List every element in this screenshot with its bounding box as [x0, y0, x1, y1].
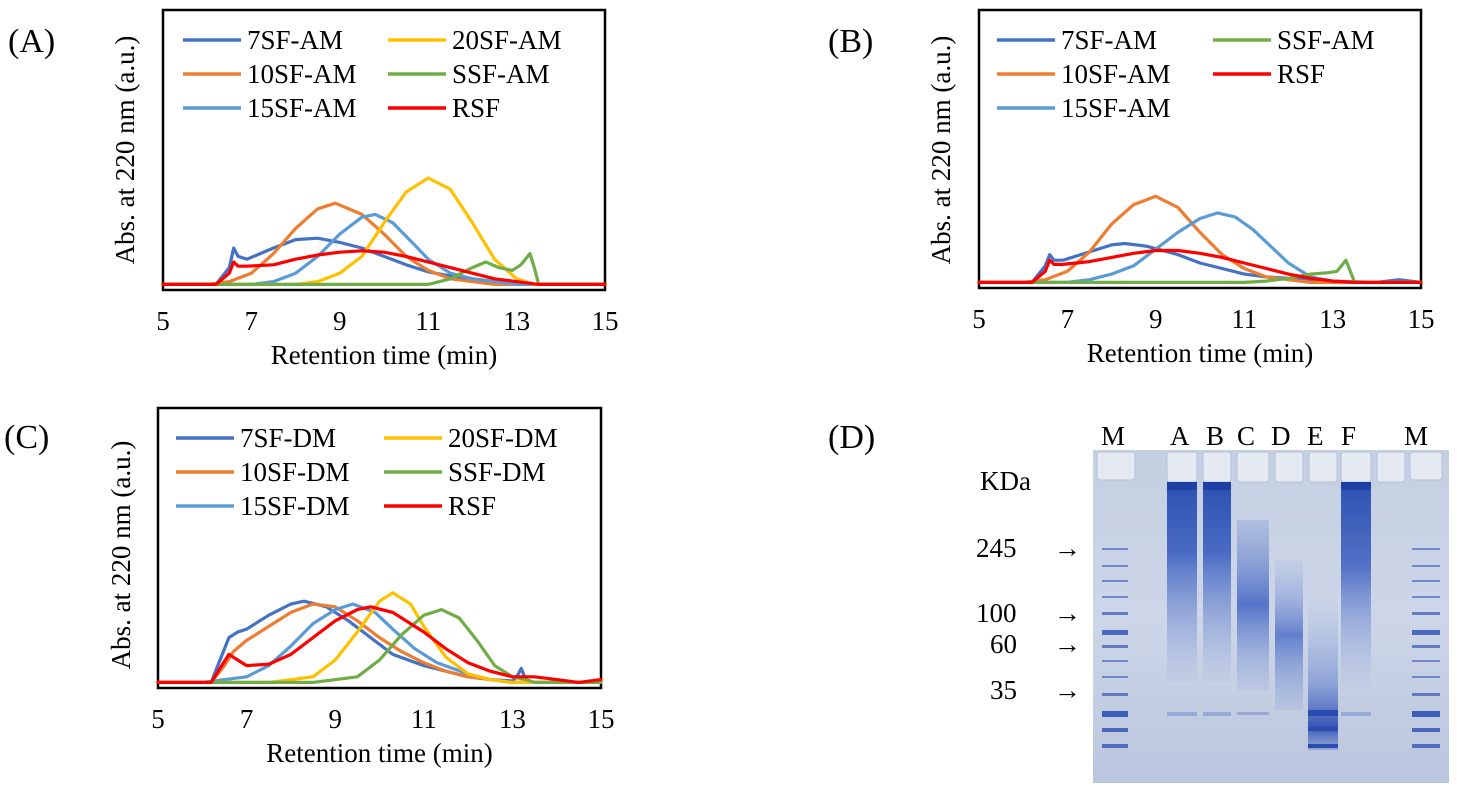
panel-label-a: (A) [8, 23, 55, 60]
marker-size-35: 35 [990, 675, 1017, 705]
y-axis-label: Abs. at 220 nm (a.u.) [106, 441, 136, 670]
legend-entry: RSF [448, 491, 496, 521]
legend-entry: 7SF-AM [247, 25, 343, 55]
x-axis-label: Retention time (min) [271, 340, 497, 370]
marker-lane-right [1412, 548, 1440, 748]
marker-arrow-35: → [1054, 675, 1081, 705]
series-line-rsf [156, 605, 603, 684]
marker-arrow-245: → [1054, 533, 1081, 563]
y-axis-label: Abs. at 220 nm (a.u.) [926, 36, 956, 265]
legend-entry: 15SF-AM [247, 93, 357, 123]
lane-label-c: C [1237, 421, 1255, 451]
x-tick-label: 5 [972, 304, 986, 334]
plot-frame [161, 8, 607, 292]
legend-entry: 15SF-DM [240, 491, 350, 521]
series-line-rsf [977, 248, 1423, 284]
x-tick-label: 13 [1319, 304, 1346, 334]
legend-entry: 15SF-AM [1061, 93, 1171, 123]
x-tick-label: 11 [411, 704, 437, 734]
sample-lane-e [1308, 600, 1338, 750]
legend-entry: SSF-DM [448, 457, 546, 487]
legend-entry: 7SF-DM [240, 423, 336, 453]
chromatogram-chart-a: 5 7 9 11 13 15 Retention time (min) Abs. at 220… [110, 8, 619, 370]
sample-lane-b-top [1203, 482, 1231, 490]
legend-entry: 10SF-AM [1061, 59, 1171, 89]
marker-arrow-100: → [1054, 598, 1081, 628]
panel-label-d: (D) [828, 419, 875, 456]
x-tick-label: 9 [328, 704, 342, 734]
x-tick-label: 7 [245, 306, 259, 336]
panel-label-b: (B) [828, 23, 873, 60]
chromatogram-chart-b: 5 7 9 11 13 15 Retention time (min) Abs. at 220… [926, 8, 1435, 368]
y-axis-label: Abs. at 220 nm (a.u.) [110, 36, 140, 265]
lane-label-f: F [1341, 421, 1356, 451]
series-line-10sf-am [977, 194, 1423, 284]
lane-label-d: D [1271, 421, 1291, 451]
gel-wells [1096, 451, 1443, 483]
marker-lane-left [1102, 548, 1128, 748]
lane-label-m-left: M [1101, 421, 1125, 451]
x-tick-label: 15 [588, 704, 615, 734]
legend-entry: SSF-AM [1277, 25, 1375, 55]
legend-entry: 7SF-AM [1061, 25, 1157, 55]
sample-lane-a [1167, 482, 1197, 682]
x-tick-label: 15 [1408, 304, 1435, 334]
lane-label-a: A [1170, 421, 1190, 451]
x-tick-label: 7 [1061, 304, 1075, 334]
legend-entry: 10SF-AM [247, 59, 357, 89]
x-tick-label: 11 [415, 306, 441, 336]
sample-lane-d [1275, 560, 1303, 710]
marker-size-60: 60 [990, 629, 1017, 659]
sample-lane-e-bands [1308, 710, 1338, 748]
sample-lane-faint-bands [1167, 712, 1371, 716]
panel-label-c: (C) [4, 419, 49, 456]
x-tick-label: 5 [156, 306, 170, 336]
sample-lane-a-top [1167, 482, 1197, 490]
lane-label-e: E [1307, 421, 1324, 451]
legend-entry: RSF [452, 93, 500, 123]
plot-frame [156, 406, 603, 690]
series-line-ssf-am [161, 252, 607, 286]
series-line-rsf [161, 249, 607, 286]
gel-unit-label: KDa [980, 466, 1031, 496]
x-tick-label: 9 [1149, 304, 1163, 334]
sample-lane-b [1203, 482, 1231, 682]
x-tick-label: 7 [240, 704, 254, 734]
chromatogram-chart-c: 5 7 9 11 13 15 Retention time (min) Abs. at 220… [106, 406, 615, 768]
series-line-7sf-dm [156, 599, 603, 684]
plot-frame [977, 8, 1423, 290]
marker-size-100: 100 [976, 598, 1017, 628]
legend-entry: 20SF-AM [452, 25, 562, 55]
sample-lane-f [1341, 482, 1371, 692]
sample-lane-f-top [1341, 482, 1371, 490]
gel-background [1093, 450, 1449, 783]
x-tick-label: 11 [1231, 304, 1257, 334]
series-line-10sf-am [161, 201, 607, 286]
gel-panel: M A B C D E F M KDa 245 → 100 → 60 → 35 … [976, 421, 1449, 783]
sample-lane-c [1237, 520, 1269, 690]
legend-entry: 20SF-DM [448, 423, 558, 453]
x-tick-label: 13 [499, 704, 526, 734]
series-line-20sf-dm [156, 591, 603, 684]
x-axis-label: Retention time (min) [266, 738, 492, 768]
legend-entry: 10SF-DM [240, 457, 350, 487]
series-line-15sf-am [161, 212, 607, 286]
x-tick-label: 9 [333, 306, 347, 336]
marker-arrow-60: → [1054, 629, 1081, 659]
legend-entry: SSF-AM [452, 59, 550, 89]
lane-label-m-right: M [1404, 421, 1428, 451]
lane-label-b: B [1206, 421, 1224, 451]
x-axis-label: Retention time (min) [1087, 338, 1313, 368]
series-line-ssf-dm [156, 608, 603, 684]
marker-size-245: 245 [976, 533, 1017, 563]
x-tick-label: 5 [151, 704, 165, 734]
legend-entry: RSF [1277, 59, 1325, 89]
x-tick-label: 15 [592, 306, 619, 336]
x-tick-label: 13 [503, 306, 530, 336]
